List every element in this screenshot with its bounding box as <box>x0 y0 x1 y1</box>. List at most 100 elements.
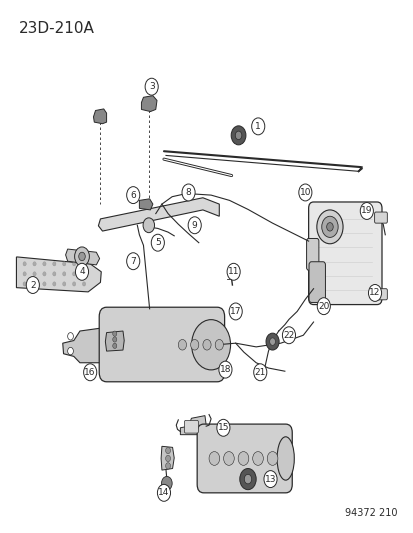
Circle shape <box>43 282 46 286</box>
Circle shape <box>244 474 251 484</box>
Text: 8: 8 <box>185 188 191 197</box>
Ellipse shape <box>276 437 294 480</box>
Text: 11: 11 <box>227 267 239 276</box>
Circle shape <box>78 252 85 261</box>
Circle shape <box>235 131 241 140</box>
Circle shape <box>190 340 198 350</box>
Text: 4: 4 <box>79 267 85 276</box>
Text: 9: 9 <box>191 221 197 230</box>
Circle shape <box>230 126 245 145</box>
Circle shape <box>112 331 116 336</box>
Circle shape <box>251 118 264 135</box>
Circle shape <box>75 263 88 280</box>
Text: 16: 16 <box>84 368 96 377</box>
Circle shape <box>316 210 342 244</box>
Circle shape <box>62 272 66 276</box>
Circle shape <box>263 471 276 488</box>
Circle shape <box>165 463 170 469</box>
Text: 20: 20 <box>317 302 329 311</box>
FancyBboxPatch shape <box>306 238 318 270</box>
Text: 18: 18 <box>219 365 230 374</box>
Circle shape <box>157 484 170 502</box>
FancyBboxPatch shape <box>374 212 387 223</box>
Circle shape <box>43 262 46 266</box>
Circle shape <box>33 262 36 266</box>
Circle shape <box>82 272 85 276</box>
Circle shape <box>52 272 56 276</box>
Circle shape <box>368 285 381 301</box>
Circle shape <box>23 282 26 286</box>
Polygon shape <box>65 249 100 265</box>
Circle shape <box>145 78 158 95</box>
Circle shape <box>209 451 219 465</box>
Circle shape <box>228 303 242 320</box>
Circle shape <box>72 282 76 286</box>
Circle shape <box>252 451 263 465</box>
Circle shape <box>253 364 266 381</box>
Circle shape <box>26 277 39 294</box>
FancyBboxPatch shape <box>99 307 224 382</box>
Circle shape <box>23 272 26 276</box>
Text: 22: 22 <box>282 331 294 340</box>
Text: 1: 1 <box>255 122 261 131</box>
Text: 5: 5 <box>154 238 160 247</box>
Circle shape <box>67 348 73 355</box>
Circle shape <box>33 282 36 286</box>
Polygon shape <box>105 331 124 351</box>
Text: 23D-210A: 23D-210A <box>19 21 94 36</box>
Circle shape <box>82 282 85 286</box>
Polygon shape <box>98 198 219 231</box>
Circle shape <box>33 272 36 276</box>
Text: 13: 13 <box>264 474 275 483</box>
Circle shape <box>178 340 186 350</box>
Polygon shape <box>17 257 101 292</box>
Circle shape <box>126 187 140 204</box>
Circle shape <box>188 217 201 233</box>
Circle shape <box>52 282 56 286</box>
Circle shape <box>326 223 332 231</box>
Circle shape <box>165 455 170 462</box>
Text: 12: 12 <box>368 288 380 297</box>
Circle shape <box>269 338 275 345</box>
Circle shape <box>83 364 97 381</box>
Circle shape <box>239 469 256 490</box>
Polygon shape <box>141 96 157 111</box>
Ellipse shape <box>191 320 230 370</box>
Text: 3: 3 <box>148 82 154 91</box>
Circle shape <box>52 262 56 266</box>
Circle shape <box>72 262 76 266</box>
Circle shape <box>74 247 89 266</box>
Circle shape <box>82 262 85 266</box>
Circle shape <box>237 451 248 465</box>
Circle shape <box>112 337 116 342</box>
Circle shape <box>62 282 66 286</box>
Circle shape <box>67 333 73 340</box>
Circle shape <box>282 327 295 344</box>
Text: 6: 6 <box>130 191 136 199</box>
Text: 14: 14 <box>158 488 169 497</box>
Circle shape <box>216 419 229 436</box>
Polygon shape <box>161 446 174 470</box>
Circle shape <box>266 333 278 350</box>
Circle shape <box>202 340 211 350</box>
Text: 94372 210: 94372 210 <box>344 508 396 518</box>
Circle shape <box>23 262 26 266</box>
Circle shape <box>112 343 116 349</box>
Polygon shape <box>63 327 106 363</box>
Circle shape <box>165 447 170 454</box>
Circle shape <box>43 272 46 276</box>
Circle shape <box>227 263 240 280</box>
Circle shape <box>126 253 140 270</box>
FancyBboxPatch shape <box>184 421 198 433</box>
Circle shape <box>161 477 172 490</box>
Circle shape <box>72 272 76 276</box>
Circle shape <box>182 184 195 201</box>
Polygon shape <box>139 199 152 210</box>
Circle shape <box>359 203 373 220</box>
Circle shape <box>298 184 311 201</box>
Circle shape <box>223 451 234 465</box>
Circle shape <box>316 298 330 314</box>
Circle shape <box>267 451 277 465</box>
Polygon shape <box>93 109 106 124</box>
Circle shape <box>151 234 164 251</box>
